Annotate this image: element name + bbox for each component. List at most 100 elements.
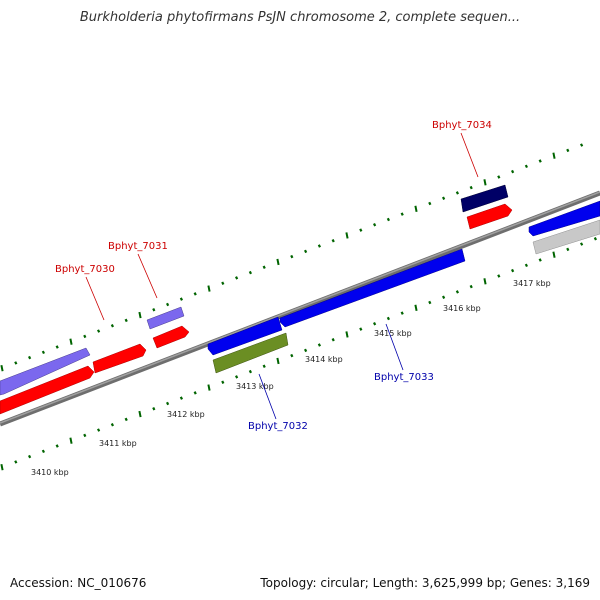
leader-7031 — [137, 253, 158, 299]
outer-track-minor-tick — [166, 302, 170, 307]
inner-track-minor-tick — [221, 380, 225, 384]
inner-track-minor-tick — [400, 311, 404, 315]
inner-track-minor-tick — [442, 295, 446, 299]
outer-track-minor-tick — [14, 361, 18, 365]
inner-tick-track — [0, 237, 597, 471]
outer-track-major-tick — [276, 258, 280, 266]
inner-track-minor-tick — [28, 454, 32, 459]
gene-feature-blue-small[interactable] — [207, 316, 283, 356]
gene-label-bphyt-7030[interactable]: Bphyt_7030 — [55, 264, 115, 275]
inner-track-minor-tick — [262, 364, 266, 369]
gene-feature-blue-right[interactable] — [528, 200, 600, 237]
outer-track-major-tick — [345, 232, 349, 239]
outer-track-major-tick — [483, 179, 487, 186]
inner-track-minor-tick — [235, 375, 239, 379]
outer-tick-track — [0, 143, 584, 372]
tick-label-3410: 3410 kbp — [31, 468, 69, 477]
tick-label-3411: 3411 kbp — [99, 439, 137, 448]
inner-track-minor-tick — [83, 433, 87, 438]
inner-track-major-tick — [345, 331, 349, 338]
inner-track-minor-tick — [331, 337, 335, 342]
gene-labels: Bphyt_7030 Bphyt_7031 Bphyt_7034 Bphyt_7… — [55, 120, 492, 432]
gene-feature-bphyt-7034-upper[interactable] — [460, 184, 509, 213]
outer-track-major-tick — [207, 285, 211, 292]
gene-feature-bphyt-7033[interactable] — [279, 248, 466, 328]
inner-track-minor-tick — [317, 343, 321, 347]
outer-track-minor-tick — [83, 334, 87, 339]
outer-track-minor-tick — [235, 276, 239, 280]
inner-track-major-tick — [414, 304, 418, 312]
gene-label-bphyt-7034[interactable]: Bphyt_7034 — [432, 120, 492, 131]
tick-label-3417: 3417 kbp — [513, 279, 551, 288]
outer-track-minor-tick — [442, 196, 446, 200]
gene-label-bphyt-7032[interactable]: Bphyt_7032 — [248, 421, 308, 432]
inner-track-minor-tick — [580, 242, 584, 246]
gene-label-bphyt-7031[interactable]: Bphyt_7031 — [108, 241, 168, 252]
inner-track-minor-tick — [166, 401, 170, 406]
outer-track-minor-tick — [386, 217, 390, 222]
tick-label-3412: 3412 kbp — [167, 410, 205, 419]
inner-track-major-tick — [483, 278, 487, 285]
tick-label-3413: 3413 kbp — [236, 382, 274, 391]
outer-track-minor-tick — [331, 238, 335, 243]
inner-track-minor-tick — [179, 396, 183, 400]
outer-track-minor-tick — [428, 201, 432, 206]
inner-track-minor-tick — [14, 460, 18, 464]
gene-feature-purple-left[interactable] — [0, 347, 91, 396]
inner-track-minor-tick — [152, 407, 156, 411]
inner-track-minor-tick — [248, 369, 252, 374]
inner-track-minor-tick — [373, 322, 377, 326]
inner-track-minor-tick — [455, 290, 459, 294]
outer-track-minor-tick — [373, 223, 377, 227]
inner-track-minor-tick — [304, 348, 308, 353]
inner-track-major-tick — [552, 251, 556, 258]
outer-track-minor-tick — [469, 185, 473, 190]
outer-track-minor-tick — [152, 308, 156, 312]
outer-track-minor-tick — [262, 265, 266, 270]
inner-track-minor-tick — [593, 237, 597, 241]
inner-track-minor-tick — [497, 274, 501, 278]
leader-7034 — [460, 132, 479, 178]
outer-track-minor-tick — [28, 355, 32, 360]
gene-feature-bphyt-7031-upper[interactable] — [146, 306, 185, 330]
outer-track-major-tick — [69, 338, 73, 345]
gene-feature-gray-right[interactable] — [532, 219, 600, 255]
outer-track-minor-tick — [359, 228, 363, 232]
inner-track-major-tick — [276, 357, 280, 365]
outer-track-minor-tick — [400, 212, 404, 216]
inner-track-minor-tick — [469, 284, 473, 289]
genome-backbone — [0, 190, 600, 427]
inner-track-minor-tick — [566, 247, 570, 252]
inner-track-minor-tick — [97, 428, 101, 432]
tick-label-3416: 3416 kbp — [443, 304, 481, 313]
gene-feature-bphyt-7030[interactable] — [92, 343, 147, 374]
inner-track-minor-tick — [124, 417, 128, 422]
outer-track-minor-tick — [97, 329, 101, 333]
outer-track-minor-tick — [524, 164, 528, 169]
outer-track-minor-tick — [580, 143, 584, 147]
leader-7033 — [385, 323, 404, 371]
gene-feature-red-left[interactable] — [0, 365, 95, 415]
outer-track-minor-tick — [124, 318, 128, 323]
genome-summary-text: Topology: circular; Length: 3,625,999 bp… — [260, 576, 590, 590]
inner-track-major-tick — [0, 464, 4, 471]
gene-feature-bphyt-7031[interactable] — [152, 325, 190, 349]
outer-track-minor-tick — [304, 249, 308, 254]
tick-label-3414: 3414 kbp — [305, 355, 343, 364]
gene-feature-bphyt-7032[interactable] — [212, 332, 289, 374]
leader-7030 — [85, 276, 105, 321]
inner-track-major-tick — [207, 384, 211, 391]
inner-track-minor-tick — [110, 423, 114, 427]
outer-track-minor-tick — [179, 297, 183, 301]
outer-track-minor-tick — [566, 148, 570, 153]
outer-track-minor-tick — [110, 324, 114, 328]
outer-track-major-tick — [414, 205, 418, 213]
outer-track-major-tick — [138, 311, 142, 319]
inner-track-minor-tick — [290, 353, 294, 358]
outer-track-minor-tick — [497, 175, 501, 179]
inner-track-minor-tick — [193, 391, 197, 395]
gene-label-bphyt-7033[interactable]: Bphyt_7033 — [374, 372, 434, 383]
gene-feature-bphyt-7034[interactable] — [466, 203, 513, 230]
accession-text: Accession: NC_010676 — [10, 576, 147, 590]
inner-track-minor-tick — [41, 449, 45, 454]
